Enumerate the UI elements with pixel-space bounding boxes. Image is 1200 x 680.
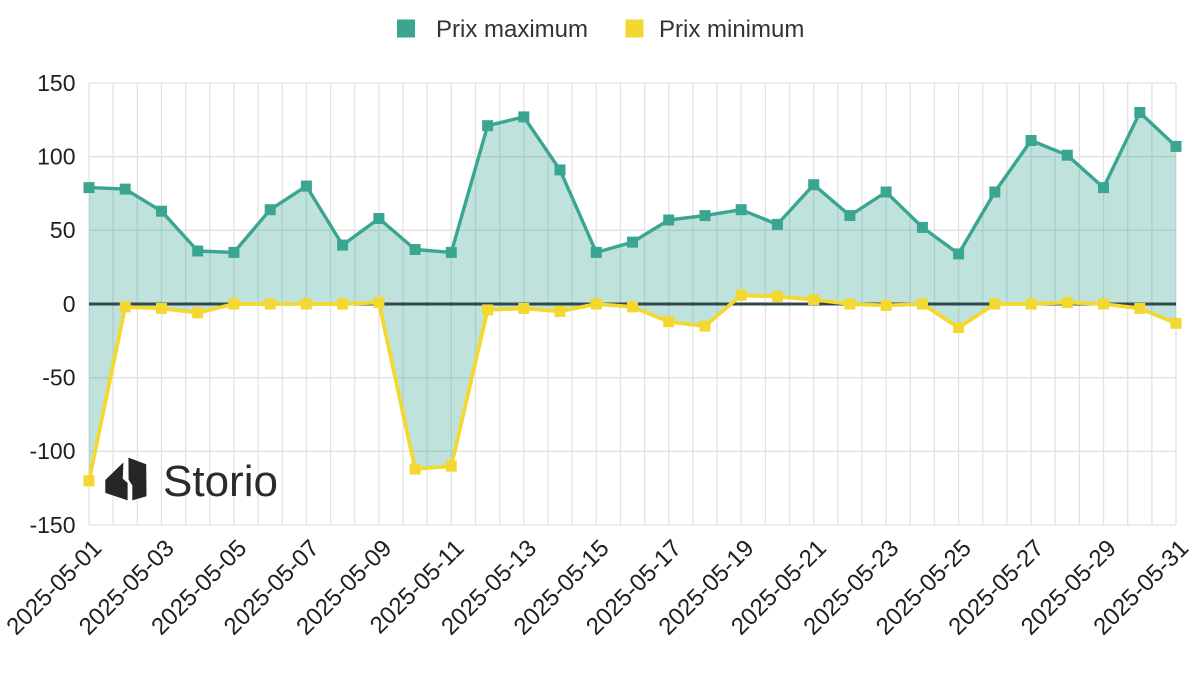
svg-text:-150: -150 [29,512,75,538]
svg-text:100: 100 [37,144,75,170]
svg-text:150: 150 [37,70,75,96]
svg-text:50: 50 [50,217,76,243]
svg-text:0: 0 [63,291,76,317]
svg-text:Storio: Storio [163,457,278,506]
svg-text:-50: -50 [42,365,75,391]
svg-text:Prix maximum: Prix maximum [436,16,588,43]
svg-text:Prix minimum: Prix minimum [659,16,804,43]
svg-text:-100: -100 [29,438,75,464]
